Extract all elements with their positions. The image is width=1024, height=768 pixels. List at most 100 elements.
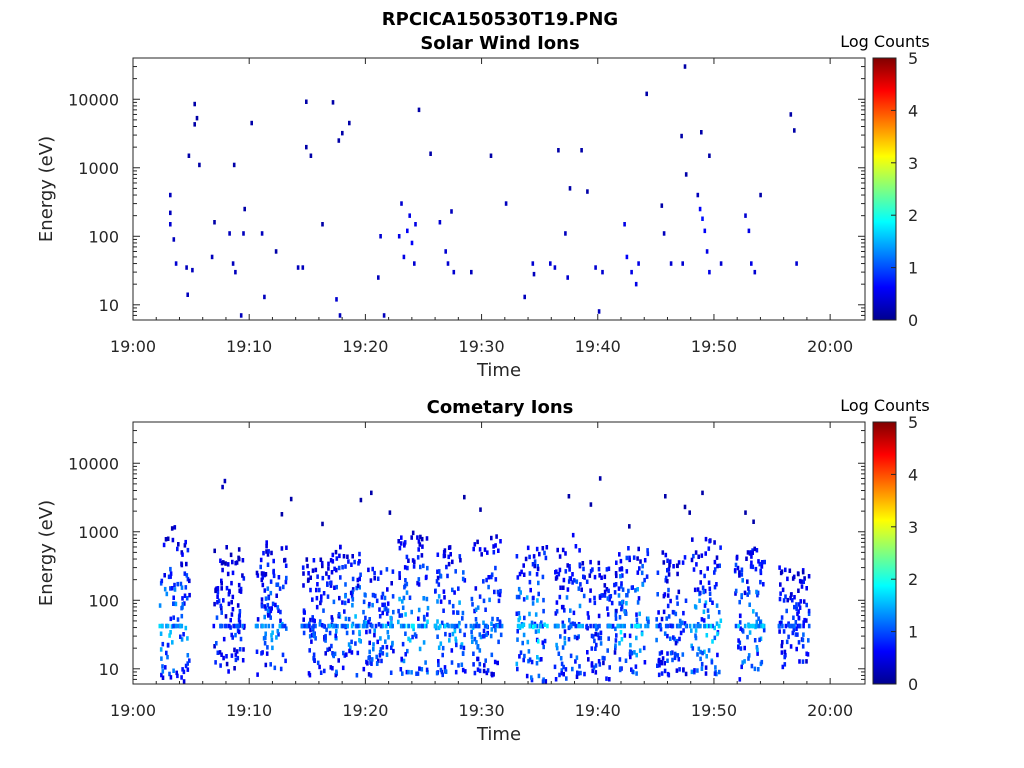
- spectrogram-cell: [362, 666, 366, 672]
- spectrogram-cell: [170, 586, 174, 591]
- spectrogram-cell: [737, 645, 740, 650]
- spectrogram-cell: [331, 559, 335, 564]
- spectrogram-cell: [805, 602, 808, 608]
- spectrogram-cell: [530, 677, 534, 683]
- spectrogram-cell: [589, 502, 593, 507]
- spectrogram-cell: [341, 600, 344, 605]
- spectrogram-cell: [589, 623, 592, 629]
- spectrogram-cell: [338, 313, 342, 318]
- spectrogram-cell: [756, 651, 759, 656]
- spectrogram-cell: [351, 597, 355, 602]
- spectrogram-cell: [666, 558, 669, 563]
- spectrogram-cell: [216, 589, 220, 595]
- spectrogram-cell: [594, 663, 598, 668]
- spectrogram-cell: [715, 555, 719, 560]
- spectrogram-cell: [371, 566, 374, 572]
- spectrogram-cell: [693, 623, 696, 629]
- spectrogram-cell: [346, 554, 349, 559]
- spectrogram-cell: [461, 616, 464, 621]
- spectrogram-cell: [358, 576, 361, 582]
- spectrogram-cell: [444, 623, 447, 629]
- spectrogram-cell: [308, 623, 311, 629]
- spectrogram-cell: [281, 652, 285, 658]
- spectrogram-cell: [793, 604, 796, 610]
- spectrogram-cell: [169, 566, 172, 572]
- spectrogram-cell: [384, 639, 387, 644]
- spectrogram-cell: [337, 138, 341, 143]
- spectrogram-cell: [271, 601, 275, 607]
- spectrogram-cell: [483, 663, 486, 668]
- spectrogram-cell: [473, 542, 477, 547]
- spectrogram-cell: [555, 642, 558, 648]
- spectrogram-cell: [597, 560, 601, 566]
- spectrogram-cell: [783, 649, 787, 655]
- spectrogram-cell: [264, 662, 268, 668]
- spectrogram-cell: [449, 552, 452, 557]
- spectrogram-cell: [355, 623, 358, 629]
- spectrogram-cell: [343, 623, 346, 629]
- spectrogram-cell: [378, 614, 382, 619]
- spectrogram-cell: [703, 649, 706, 655]
- spectrogram-cell: [571, 666, 574, 672]
- spectrogram-cell: [579, 582, 582, 587]
- spectrogram-cell: [180, 637, 184, 642]
- spectrogram-cell: [441, 672, 444, 678]
- spectrogram-cell: [417, 623, 420, 629]
- spectrogram-cell: [571, 572, 574, 577]
- spectrogram-cell: [181, 596, 184, 601]
- spectrogram-cell: [703, 623, 707, 629]
- spectrogram-cell: [757, 616, 760, 621]
- spectrogram-cell: [229, 552, 233, 558]
- spectrogram-cell: [327, 575, 331, 580]
- spectrogram-cell: [167, 574, 171, 580]
- spectrogram-cell: [313, 618, 316, 624]
- spectrogram-cell: [425, 623, 428, 629]
- spectrogram-cell: [578, 548, 581, 553]
- spectrogram-cell: [504, 201, 508, 206]
- spectrogram-cell: [613, 582, 616, 588]
- spectrogram-cell: [378, 653, 382, 658]
- spectrogram-cell: [500, 623, 504, 629]
- spectrogram-cell: [260, 571, 264, 576]
- spectrogram-cell: [343, 609, 346, 614]
- spectrogram-cell: [625, 593, 628, 598]
- spectrogram-cell: [350, 593, 354, 599]
- spectrogram-cell: [228, 623, 231, 629]
- spectrogram-cell: [243, 206, 246, 212]
- spectrogram-cell: [779, 621, 783, 626]
- spectrogram-cell: [708, 538, 711, 544]
- spectrogram-cell: [701, 216, 704, 221]
- spectrogram-cell: [698, 206, 702, 212]
- spectrogram-cell: [183, 593, 187, 598]
- spectrogram-cell: [370, 661, 373, 666]
- spectrogram-cell: [629, 642, 632, 648]
- spectrogram-cell: [381, 645, 385, 650]
- spectrogram-cell: [754, 566, 758, 572]
- spectrogram-cell: [264, 623, 267, 629]
- spectrogram-cell: [437, 594, 441, 599]
- spectrogram-cell: [534, 612, 538, 617]
- spectrogram-cell: [166, 643, 170, 648]
- spectrogram-cell: [213, 548, 216, 554]
- spectrogram-cell: [705, 249, 709, 254]
- spectrogram-cell: [168, 671, 171, 677]
- spectrogram-cell: [784, 623, 788, 629]
- spectrogram-cell: [436, 552, 440, 557]
- spectrogram-cell: [672, 635, 675, 640]
- y-tick-label: 100: [88, 591, 119, 610]
- spectrogram-cell: [265, 651, 269, 656]
- spectrogram-cell: [582, 593, 586, 599]
- spectrogram-cell: [632, 555, 636, 560]
- spectrogram-cell: [166, 536, 170, 541]
- spectrogram-cell: [704, 536, 708, 542]
- spectrogram-cell: [753, 638, 757, 643]
- spectrogram-cell: [390, 581, 393, 586]
- spectrogram-cell: [570, 623, 573, 629]
- spectrogram-cell: [398, 571, 401, 576]
- spectrogram-cell: [707, 623, 710, 629]
- spectrogram-cell: [710, 660, 714, 665]
- spectrogram-cell: [220, 586, 223, 591]
- spectrogram-cell: [220, 605, 223, 611]
- spectrogram-cell: [443, 595, 446, 600]
- spectrogram-cell: [364, 615, 367, 621]
